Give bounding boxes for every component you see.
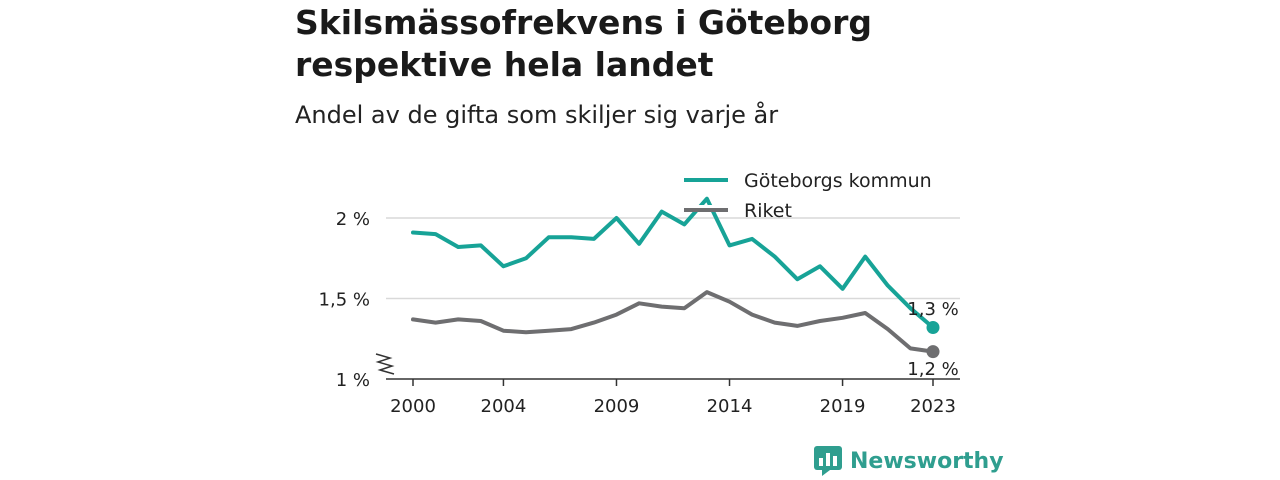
end-label-goteborg: 1,3 % [907, 299, 958, 320]
axis-break-mark [375, 353, 395, 375]
x-tick-label: 2014 [707, 396, 753, 417]
legend-background [684, 175, 728, 180]
x-tick-label: 2019 [820, 396, 866, 417]
end-point-goteborg [926, 320, 940, 334]
chart-title: Skilsmässofrekvens i Göteborg respektive… [295, 3, 872, 84]
legend: Göteborgs kommun Riket [684, 170, 932, 222]
gridlines [386, 217, 960, 300]
newsworthy-logo: Newsworthy [814, 446, 1004, 476]
x-tick-label: 2000 [390, 396, 436, 417]
end-point-riket [926, 345, 940, 359]
series-line-goteborg [411, 196, 935, 330]
y-tick-label: 1 % [336, 370, 370, 391]
brand-name: Newsworthy [850, 448, 1004, 474]
series-line-riket [411, 290, 935, 354]
bar-chart-bubble-icon [814, 446, 842, 476]
end-label-riket: 1,2 % [907, 359, 958, 380]
x-tick-label: 2009 [594, 396, 640, 417]
x-tick-label: 2004 [481, 396, 527, 417]
legend-label: Göteborgs kommun [744, 170, 932, 192]
y-tick-label: 2 % [336, 209, 370, 230]
legend-label: Riket [744, 200, 792, 222]
legend-background [684, 205, 728, 210]
axes: 1 % 1,5 % 2 % 2000 2004 2009 2014 2019 2023 [319, 209, 960, 417]
series-lines [411, 196, 940, 359]
y-tick-label: 1,5 % [319, 290, 370, 311]
end-labels: 1,3 % 1,2 % [907, 299, 958, 380]
chart-subtitle: Andel av de gifta som skiljer sig varje … [295, 101, 779, 129]
x-tick-label: 2023 [910, 396, 956, 417]
